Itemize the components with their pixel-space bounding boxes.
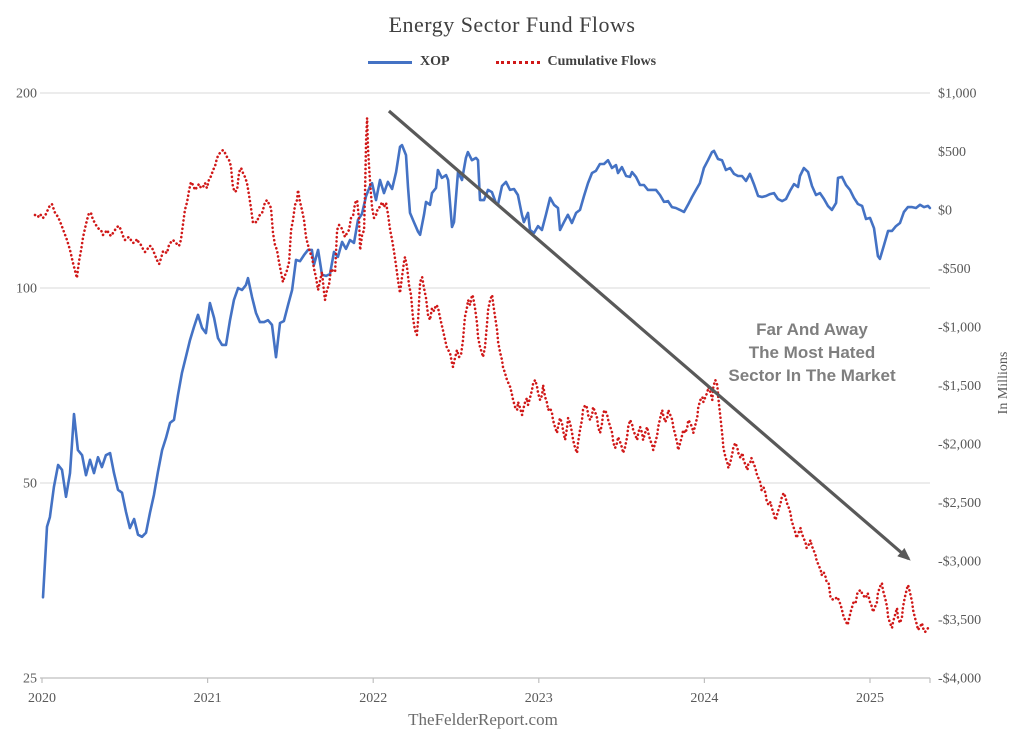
trend-arrow (387, 109, 911, 561)
right-axis-tick-label: -$500 (938, 262, 971, 277)
annotation-text: Far And Away The Most Hated Sector In Th… (690, 318, 934, 387)
annotation-line-3: Sector In The Market (728, 366, 896, 385)
flows-dotted-swatch-icon (495, 60, 540, 64)
axis-tick-labels: 200 100 50 25 $1,000 $500 $0 -$500 -$1,000 -$1,50… (16, 87, 1011, 707)
legend-label-flows: Cumulative Flows (547, 54, 657, 69)
right-axis-tick-label: -$3,500 (938, 613, 981, 628)
annotation-line-2: The Most Hated (748, 343, 876, 362)
x-axis-tick-label: 2022 (359, 691, 387, 706)
legend: XOP Cumulative Flows (0, 54, 1024, 70)
right-axis-tick-label: -$3,000 (938, 555, 981, 570)
right-axis-tick-label: -$4,000 (938, 672, 981, 687)
x-axis-tick-label: 2021 (194, 691, 222, 706)
annotation-line-1: Far And Away (756, 320, 868, 339)
x-axis-tick-label: 2023 (525, 691, 553, 706)
right-axis-tick-label: -$1,500 (938, 379, 981, 394)
xop-line-swatch-icon (367, 60, 412, 64)
x-axis-tick-label: 2020 (28, 691, 56, 706)
legend-item-xop: XOP (367, 54, 450, 70)
right-axis-tick-label: -$1,000 (938, 321, 981, 336)
source-attribution: TheFelderReport.com (408, 710, 558, 729)
trend-arrow-line (387, 109, 911, 561)
legend-item-flows: Cumulative Flows (495, 54, 657, 70)
chart-title: Energy Sector Fund Flows (388, 12, 636, 37)
right-axis-tick-label: $500 (938, 145, 966, 160)
right-axis-tick-label: $1,000 (938, 87, 977, 102)
right-axis-tick-label: $0 (938, 204, 952, 219)
right-axis-title: In Millions (996, 352, 1011, 415)
axes (40, 677, 931, 683)
x-axis-tick-label: 2024 (690, 691, 718, 706)
left-axis-tick-label: 100 (16, 282, 37, 297)
left-axis-tick-label: 200 (16, 87, 37, 102)
flows-line (33, 116, 930, 634)
right-axis-tick-label: -$2,500 (938, 496, 981, 511)
left-axis-tick-label: 25 (23, 672, 37, 687)
legend-label-xop: XOP (419, 54, 450, 69)
right-axis-tick-label: -$2,000 (938, 438, 981, 453)
left-axis-tick-label: 50 (23, 477, 37, 492)
x-axis-tick-label: 2025 (856, 691, 884, 706)
data-series (33, 116, 932, 634)
xop-line (41, 143, 932, 599)
